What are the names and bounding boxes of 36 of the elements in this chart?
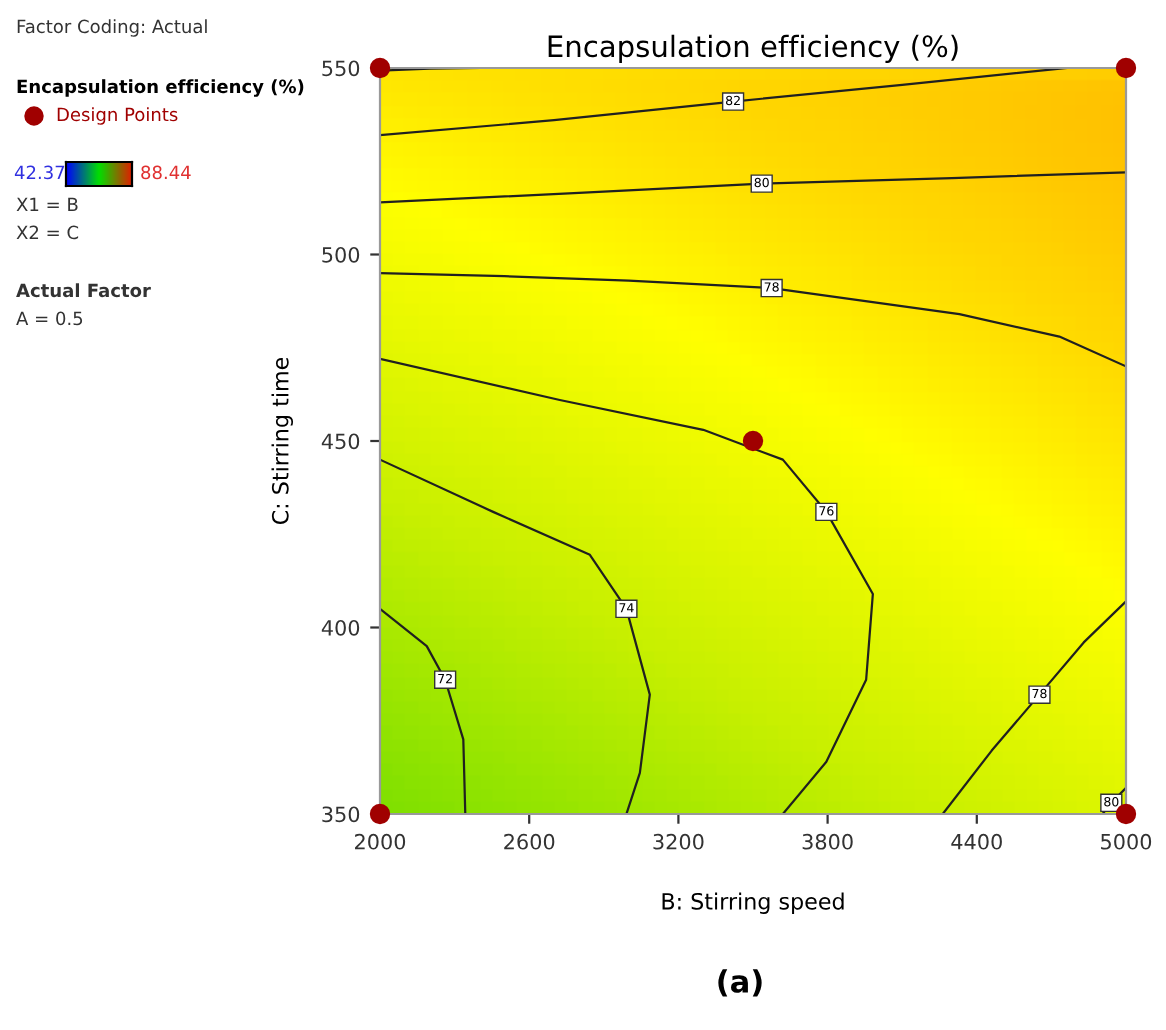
x-tick-label: 5000 [1101,833,1152,850]
line-series [380,272,1126,368]
point [742,430,764,452]
chart-title: Encapsulation efficiency (%) [548,34,958,63]
text: 42.37 [14,165,65,180]
point [369,803,391,825]
x-tick-label: 3200 [653,833,704,850]
x-tick-label: 2000 [355,833,406,850]
text: X1 = B [16,197,78,211]
line-series [380,171,1126,204]
text: (a) [718,969,762,997]
y-axis-title: C: Stirring time [271,357,294,525]
line-series [380,68,1068,137]
text: A = 0.5 [16,311,83,326]
x-tick-label: 3800 [802,833,853,850]
point [1115,57,1137,79]
legend-label: Design Points [57,107,178,125]
text: Factor Coding: Actual [17,19,207,37]
text: Actual Factor [16,283,151,298]
y-tick-label: 450 [321,433,360,450]
x-axis-title: B: Stirring speed [662,892,844,914]
line-series [380,458,651,814]
line-series [941,600,1126,814]
legend-title: Encapsulation efficiency (%) [17,79,304,97]
y-tick-label: 400 [321,619,360,636]
line-series [380,607,467,814]
y-tick-label: 350 [322,806,360,823]
point [1115,803,1137,825]
x-tick-label: 4400 [951,833,1002,850]
line-series [380,357,874,814]
text: X2 = C [16,225,79,240]
y-tick-label: 500 [322,246,360,263]
point [369,57,391,79]
text: 88.44 [141,165,191,180]
y-tick-label: 550 [322,60,360,77]
x-tick-label: 2600 [504,833,555,850]
